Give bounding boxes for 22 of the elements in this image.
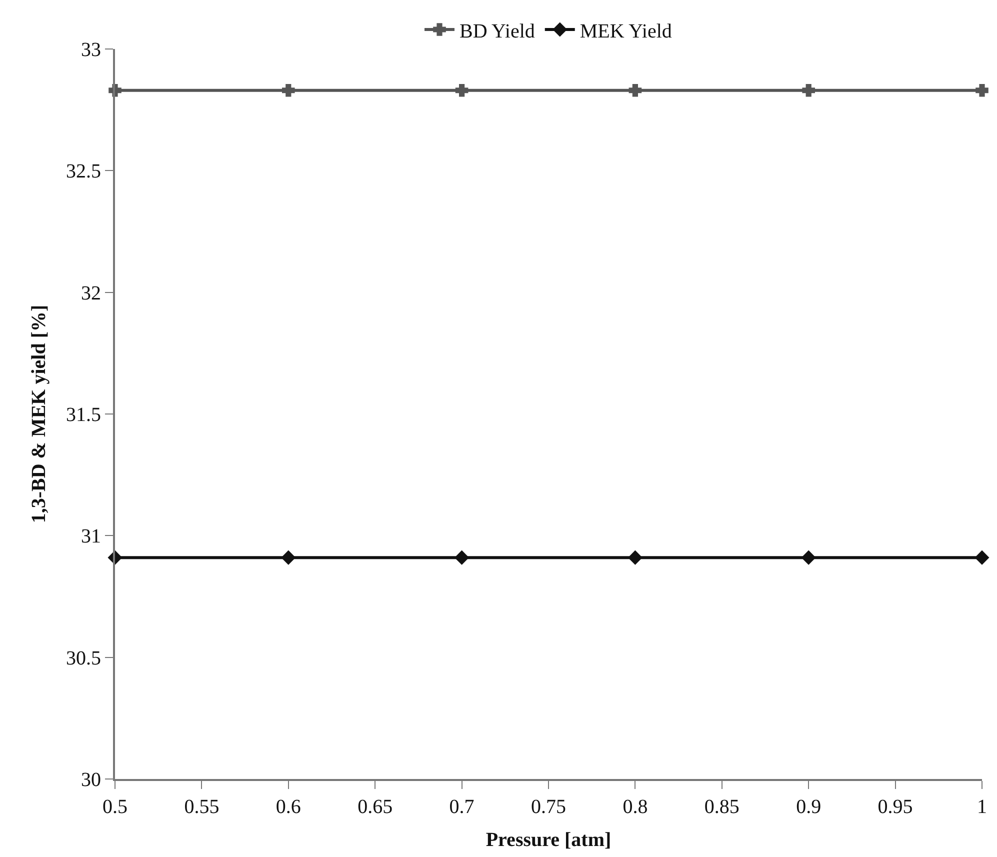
y-axis-title: 1,3-BD & MEK yield [%] <box>28 304 50 524</box>
x-tick-label: 0.5 <box>102 796 128 818</box>
x-tick-label: 0.6 <box>276 796 301 818</box>
x-tick-label: 0.8 <box>622 796 648 818</box>
x-tick-label: 0.95 <box>878 796 913 818</box>
x-tick-label: 0.65 <box>358 796 393 818</box>
x-axis-title: Pressure [atm] <box>486 829 612 851</box>
x-tick-label: 1 <box>977 796 987 818</box>
legend-label: MEK Yield <box>580 20 672 42</box>
x-tick-label: 0.85 <box>704 796 740 818</box>
x-tick-label: 0.75 <box>531 796 566 818</box>
legend-label: BD Yield <box>460 20 535 42</box>
y-tick-label: 30 <box>81 769 101 791</box>
x-tick-label: 0.7 <box>449 796 474 818</box>
y-tick-label: 31 <box>81 526 101 548</box>
y-tick-label: 32 <box>81 282 101 304</box>
y-tick-label: 33 <box>81 39 101 61</box>
y-tick-label: 32.5 <box>66 160 101 183</box>
x-tick-label: 0.55 <box>184 796 220 818</box>
y-tick-label: 31.5 <box>66 404 101 426</box>
x-tick-label: 0.9 <box>796 796 822 818</box>
y-tick-label: 30.5 <box>66 647 101 670</box>
